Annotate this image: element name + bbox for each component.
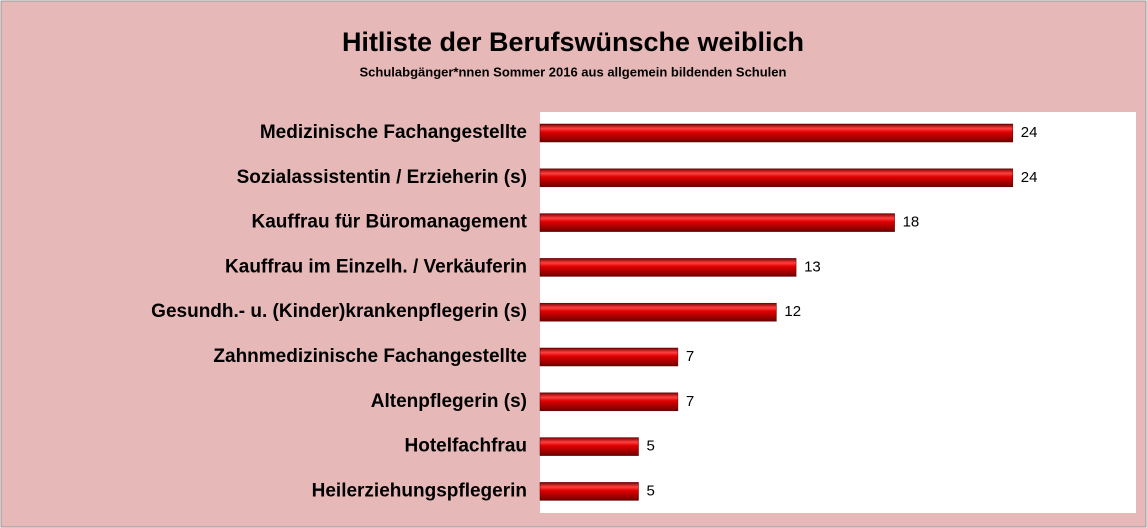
bar — [539, 482, 639, 501]
bar — [539, 123, 1014, 143]
bar — [539, 347, 679, 367]
category-label: Altenpflegerin (s) — [371, 391, 527, 412]
value-label: 7 — [686, 348, 694, 365]
bar — [539, 258, 797, 277]
category-label: Gesundh.- u. (Kinder)krankenpflegerin (s… — [151, 301, 527, 322]
value-label: 12 — [784, 303, 801, 320]
value-label: 5 — [647, 482, 655, 499]
value-label: 13 — [804, 258, 821, 275]
category-label: Hotelfachfrau — [405, 436, 527, 457]
chart-subtitle: Schulabgänger*nnen Sommer 2016 aus allge… — [360, 64, 787, 79]
bar — [539, 168, 1014, 188]
bar — [539, 392, 679, 412]
category-label: Kauffrau im Einzelh. / Verkäuferin — [225, 256, 527, 277]
value-label: 24 — [1021, 124, 1038, 141]
category-label: Medizinische Fachangestellte — [260, 122, 527, 143]
value-label: 5 — [647, 438, 655, 455]
value-label: 24 — [1021, 169, 1038, 186]
chart-title: Hitliste der Berufswünsche weiblich — [342, 27, 804, 57]
bar — [539, 437, 639, 456]
bar — [539, 213, 895, 232]
category-label: Sozialassistentin / Erzieherin (s) — [237, 167, 527, 188]
category-label: Zahnmedizinische Fachangestellte — [213, 346, 527, 367]
value-label: 7 — [686, 393, 694, 410]
bar — [539, 302, 777, 322]
category-label: Heilerziehungspflegerin — [312, 480, 527, 501]
value-label: 18 — [903, 214, 920, 231]
category-label: Kauffrau für Büromanagement — [251, 212, 527, 233]
